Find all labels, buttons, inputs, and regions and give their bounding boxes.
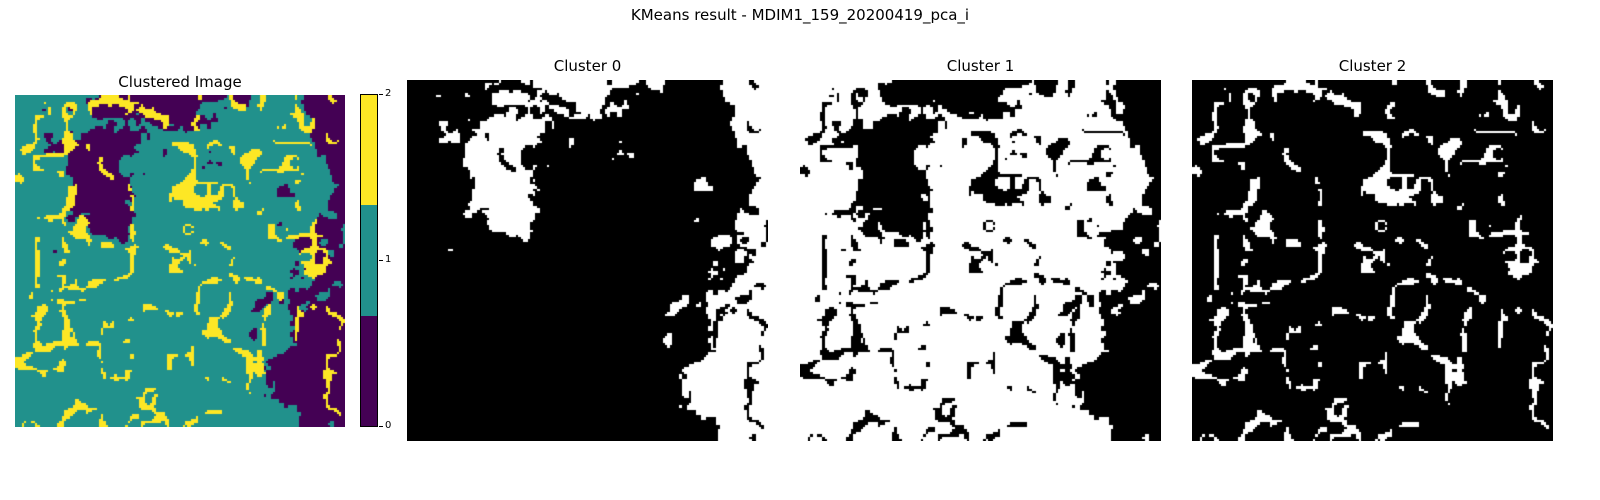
colorbar-segment-0 — [361, 315, 377, 426]
colorbar-segment-2 — [361, 95, 377, 206]
colorbar-segment-1 — [361, 205, 377, 316]
cluster-0-mask — [407, 80, 768, 441]
colorbar-tick-1 — [379, 260, 383, 261]
cluster-1-mask — [800, 80, 1161, 441]
colorbar-tick-0 — [379, 426, 383, 427]
colorbar-label-1: 1 — [385, 254, 392, 265]
cluster-1-title: Cluster 1 — [946, 57, 1015, 75]
colorbar-label-0: 0 — [385, 420, 392, 431]
clustered-image-title: Clustered Image — [118, 73, 242, 91]
cluster-2-title: Cluster 2 — [1338, 57, 1407, 75]
cluster-2-mask — [1192, 80, 1553, 441]
figure-title: KMeans result - MDIM1_159_20200419_pca_i — [630, 6, 970, 24]
clustered-image — [15, 95, 345, 427]
cluster-0-title: Cluster 0 — [553, 57, 622, 75]
colorbar-label-2: 2 — [385, 88, 392, 99]
colorbar — [360, 94, 378, 427]
colorbar-tick-2 — [379, 94, 383, 95]
